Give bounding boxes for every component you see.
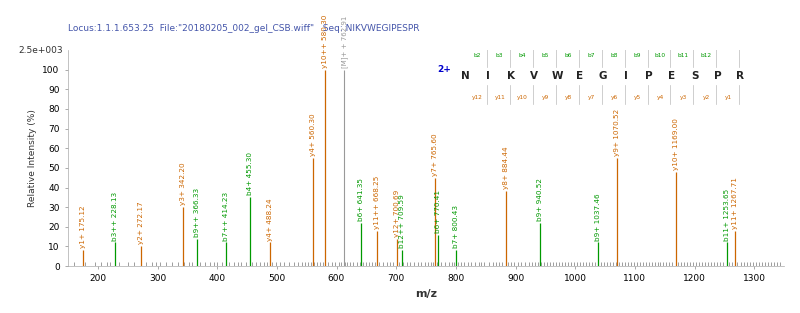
Text: V: V [530,71,538,81]
Text: b12: b12 [700,53,711,58]
Text: y9: y9 [542,95,549,100]
Text: b5: b5 [542,53,550,58]
Text: 2+: 2+ [437,65,451,74]
Text: y4+ 560.30: y4+ 560.30 [310,114,316,156]
Text: y11++ 668.25: y11++ 668.25 [374,175,380,229]
Text: b3: b3 [496,53,503,58]
Text: y7+ 765.60: y7+ 765.60 [432,133,438,176]
Text: b7++ 414.23: b7++ 414.23 [222,192,229,240]
Text: b4: b4 [519,53,526,58]
Text: S: S [690,71,698,81]
Text: y5: y5 [634,95,641,100]
Text: P: P [714,71,722,81]
Text: y10++ 580.30: y10++ 580.30 [322,14,328,68]
Text: y7: y7 [588,95,595,100]
Text: y2+ 272.17: y2+ 272.17 [138,202,144,244]
Text: I: I [624,71,628,81]
Text: y2: y2 [702,95,710,100]
Text: y3: y3 [679,95,686,100]
Text: E: E [576,71,583,81]
Text: 2.5e+003: 2.5e+003 [18,46,62,55]
Text: W: W [551,71,562,81]
Text: N: N [461,71,470,81]
Text: b12++ 709.59: b12++ 709.59 [399,195,405,249]
Text: b8: b8 [610,53,618,58]
Text: b9+ 1037.46: b9+ 1037.46 [594,193,601,240]
Text: y10: y10 [518,95,528,100]
Text: y4: y4 [657,95,664,100]
Text: K: K [507,71,515,81]
Text: y8: y8 [565,95,572,100]
Text: b6: b6 [565,53,572,58]
Text: b9++ 366.33: b9++ 366.33 [194,187,200,237]
Text: y1+ 175.12: y1+ 175.12 [80,206,86,249]
Text: b9+ 940.52: b9+ 940.52 [537,178,542,221]
Text: y11+ 1267.71: y11+ 1267.71 [732,177,738,229]
Text: P: P [645,71,653,81]
Text: y12+ 700.69: y12+ 700.69 [394,189,399,237]
Text: b6+ 770.41: b6+ 770.41 [435,190,441,233]
Text: y3+ 342.20: y3+ 342.20 [180,162,186,205]
Text: [M]+ + 762.91: [M]+ + 762.91 [341,15,348,68]
Text: b2: b2 [473,53,481,58]
Text: y6: y6 [610,95,618,100]
Text: b11: b11 [678,53,689,58]
Text: b10: b10 [654,53,666,58]
Text: Locus:1.1.1.653.25  File:"20180205_002_gel_CSB.wiff"   Seq: NIKVWEGIPESPR: Locus:1.1.1.653.25 File:"20180205_002_ge… [68,24,419,33]
Text: b7+ 800.43: b7+ 800.43 [453,205,459,249]
Text: G: G [598,71,607,81]
Text: I: I [486,71,490,81]
Text: y8+ 884.44: y8+ 884.44 [503,147,510,189]
Text: y11: y11 [494,95,505,100]
Text: y10+ 1169.00: y10+ 1169.00 [673,118,679,170]
Text: b6+ 641.35: b6+ 641.35 [358,178,364,221]
Text: y1: y1 [726,95,733,100]
Text: E: E [668,71,675,81]
Text: R: R [736,71,744,81]
Text: b11+ 1253.65: b11+ 1253.65 [723,188,730,240]
X-axis label: m/z: m/z [415,289,437,299]
Text: b7: b7 [588,53,595,58]
Text: b9: b9 [634,53,641,58]
Text: y9+ 1070.52: y9+ 1070.52 [614,109,620,156]
Text: b3++ 228.13: b3++ 228.13 [112,192,118,240]
Text: y12: y12 [471,95,482,100]
Text: b4+ 455.30: b4+ 455.30 [247,152,253,195]
Y-axis label: Relative Intensity (%): Relative Intensity (%) [28,109,37,207]
Text: y4+ 488.24: y4+ 488.24 [267,198,273,240]
